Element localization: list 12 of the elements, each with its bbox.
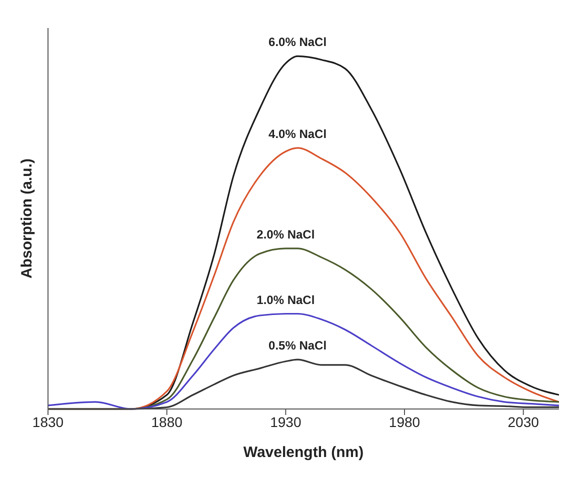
x-tick-label: 1980 [388,414,420,430]
x-tick-label: 1830 [32,414,64,430]
series-label: 4.0% NaCl [268,126,327,141]
y-axis-title: Absorption (a.u.) [18,158,36,278]
series-label: 1.0% NaCl [256,292,315,307]
x-tick-label: 2030 [508,414,540,430]
x-tick-label: 1880 [151,414,183,430]
series-label: 2.0% NaCl [256,227,315,242]
x-tick-label: 1930 [270,414,302,430]
series-label: 0.5% NaCl [268,338,327,353]
x-axis-title: Wavelength (nm) [243,444,364,461]
series-label: 6.0% NaCl [268,35,327,50]
